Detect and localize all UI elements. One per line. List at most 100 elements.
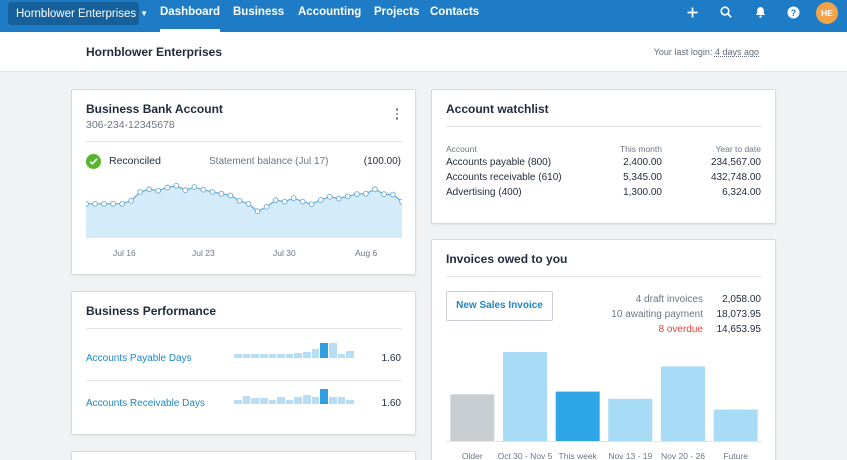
- page-title: Hornblower Enterprises: [86, 45, 223, 59]
- caret-down-icon: ▼: [140, 9, 149, 18]
- sparkline-point: [308, 201, 315, 208]
- sparkline-point: [372, 186, 378, 193]
- x-label-jul30: Jul 30: [273, 248, 296, 258]
- performance-title: Business Performance: [86, 304, 217, 318]
- search-icon[interactable]: [718, 4, 734, 20]
- watchlist-ytd-value: 432,748.00: [710, 172, 761, 183]
- org-header: Hornblower Enterprises Your last login: …: [0, 32, 847, 72]
- draft-invoices-link[interactable]: 4 draft invoices: [635, 294, 703, 305]
- invoice-x-label: Nov 13 - 19: [608, 451, 653, 460]
- reconciled-status: Reconciled: [86, 153, 161, 169]
- watchlist-month-value: 1,300.00: [623, 187, 662, 198]
- sparkline-point: [119, 200, 125, 207]
- x-label-jul16: Jul 16: [113, 248, 136, 258]
- new-sales-invoice-button[interactable]: New Sales Invoice: [446, 291, 553, 321]
- accounts-payable-days-link[interactable]: Accounts Payable Days: [86, 353, 192, 364]
- account-number: 306-234-12345678: [86, 119, 175, 131]
- bank-account-card: Business Bank Account 306-234-12345678 R…: [71, 89, 416, 275]
- sparkline-point: [146, 186, 153, 193]
- sparkline-area: [86, 185, 402, 238]
- sparkline-point: [101, 200, 107, 207]
- reconciled-label: Reconciled: [109, 155, 161, 167]
- sparkline-point: [182, 187, 189, 194]
- sparkline-point: [390, 191, 396, 198]
- nav-business[interactable]: Business: [233, 6, 285, 18]
- watchlist-account-link[interactable]: Accounts payable (800): [446, 157, 552, 168]
- watchlist-ytd-value: 6,324.00: [722, 187, 761, 198]
- watchlist-month-value: 5,345.00: [623, 172, 662, 183]
- receivable-days-minichart: [234, 388, 354, 404]
- balance-sparkline: [86, 182, 402, 238]
- sparkline-point: [209, 189, 216, 195]
- divider: [446, 126, 762, 127]
- top-navigation: Hornblower Enterprises ▼ Dashboard Busine…: [0, 0, 847, 32]
- sparkline-point: [92, 200, 98, 207]
- org-switcher-button[interactable]: Hornblower Enterprises ▼: [8, 2, 148, 25]
- help-icon[interactable]: ?: [785, 4, 801, 20]
- sparkline-point: [317, 196, 324, 203]
- dashboard-card: [71, 451, 416, 460]
- bell-icon[interactable]: [752, 4, 768, 20]
- invoice-bar: [503, 352, 547, 442]
- x-label-aug6: Aug 6: [355, 248, 378, 258]
- more-options-icon[interactable]: [395, 108, 399, 122]
- avatar[interactable]: HE: [816, 2, 838, 24]
- invoice-bar: [661, 366, 705, 442]
- sparkline-point: [272, 197, 279, 204]
- divider: [86, 328, 402, 329]
- invoices-bar-chart: [446, 352, 762, 442]
- sparkline-point: [227, 192, 234, 199]
- sparkline-point: [191, 184, 198, 190]
- last-login: Your last login: 4 days ago: [654, 47, 759, 57]
- sparkline-point: [236, 197, 243, 204]
- sparkline-point: [299, 198, 306, 205]
- nav-contacts[interactable]: Contacts: [430, 6, 480, 18]
- nav-projects[interactable]: Projects: [374, 6, 420, 18]
- invoices-title: Invoices owed to you: [446, 252, 568, 266]
- invoice-bar: [608, 398, 653, 442]
- awaiting-payment-link[interactable]: 10 awaiting payment: [611, 309, 703, 320]
- invoice-x-label: Older: [461, 451, 483, 460]
- sparkline-point: [245, 200, 252, 207]
- watchlist-account-link[interactable]: Accounts receivable (610): [446, 172, 562, 183]
- sparkline-point: [344, 193, 351, 200]
- sparkline-point: [281, 198, 288, 205]
- watchlist-ytd-value: 234,567.00: [710, 157, 761, 168]
- invoice-x-label: Oct 30 - Nov 5: [497, 451, 553, 460]
- payable-days-minichart: [234, 342, 354, 358]
- sparkline-point: [110, 200, 116, 207]
- nav-accounting[interactable]: Accounting: [298, 6, 362, 18]
- divider: [446, 276, 762, 277]
- sparkline-point: [263, 204, 270, 210]
- sparkline-point: [86, 200, 89, 207]
- draft-invoices-value: 2,058.00: [722, 294, 761, 305]
- accounts-receivable-days-link[interactable]: Accounts Receivable Days: [86, 398, 205, 409]
- business-performance-card: Business Performance Accounts Payable Da…: [71, 291, 416, 435]
- sparkline-point: [173, 182, 180, 189]
- sparkline-point: [164, 184, 171, 191]
- sparkline-point: [354, 191, 360, 197]
- watchlist-col-account: Account: [446, 144, 477, 154]
- sparkline-point: [399, 198, 402, 205]
- bank-account-title[interactable]: Business Bank Account: [86, 102, 223, 116]
- plus-icon[interactable]: [684, 4, 700, 20]
- sparkline-point: [128, 197, 134, 204]
- receivable-days-value: 1.60: [381, 398, 401, 409]
- payable-days-value: 1.60: [381, 353, 401, 364]
- invoice-bar: [555, 391, 600, 442]
- invoice-bar: [450, 394, 495, 442]
- divider: [86, 380, 402, 381]
- watchlist-title: Account watchlist: [446, 102, 549, 116]
- overdue-link[interactable]: 8 overdue: [658, 324, 703, 335]
- statement-balance-value: (100.00): [363, 156, 401, 167]
- svg-text:?: ?: [790, 8, 796, 18]
- invoice-x-label: This week: [558, 451, 597, 460]
- sparkline-point: [155, 187, 162, 194]
- nav-dashboard[interactable]: Dashboard: [160, 0, 221, 32]
- last-login-link[interactable]: 4 days ago: [714, 47, 759, 57]
- last-login-label: Your last login:: [653, 47, 715, 57]
- invoice-x-label: Future: [723, 451, 748, 460]
- statement-balance-label: Statement balance (Jul 17): [209, 156, 329, 167]
- watchlist-account-link[interactable]: Advertising (400): [446, 187, 522, 198]
- sparkline-point: [381, 191, 387, 197]
